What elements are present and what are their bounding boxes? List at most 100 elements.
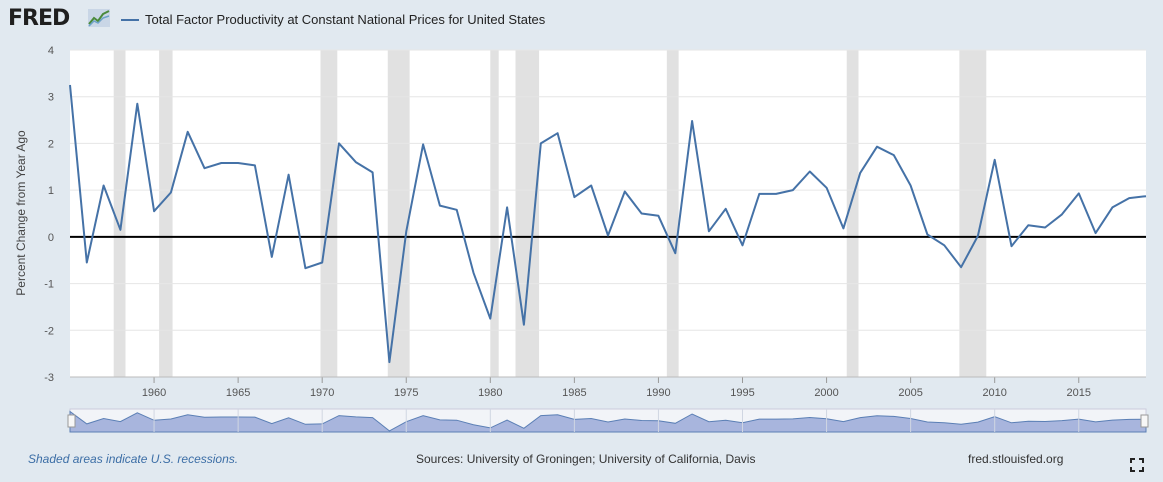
legend-swatch <box>121 18 139 21</box>
site-link[interactable]: fred.stlouisfed.org <box>968 452 1064 466</box>
data-point <box>926 233 928 235</box>
data-point <box>809 170 811 172</box>
data-point <box>909 184 911 186</box>
y-tick-label: -2 <box>44 325 54 337</box>
data-point <box>960 266 962 268</box>
data-point <box>170 191 172 193</box>
x-tick-label: 2015 <box>1067 387 1091 399</box>
line-chart: -3 -2 -1 0 1 2 3 4 1960 1965 1970 1975 1980 1985 1990 1… <box>44 45 1149 433</box>
x-tick-label: 1995 <box>730 387 754 399</box>
legend-entry[interactable]: Total Factor Productivity at Constant Na… <box>121 12 545 27</box>
data-point <box>1044 226 1046 228</box>
recession-band <box>113 50 126 377</box>
data-point <box>1078 192 1080 194</box>
recession-band <box>159 50 173 377</box>
data-point <box>220 162 222 164</box>
x-tick-label: 1970 <box>310 387 334 399</box>
data-point <box>506 206 508 208</box>
data-point <box>893 154 895 156</box>
y-tick-label: 2 <box>48 138 54 150</box>
data-point <box>287 174 289 176</box>
data-point <box>119 229 121 231</box>
x-tick-label: 2010 <box>982 387 1006 399</box>
data-point <box>1128 197 1130 199</box>
data-point <box>86 261 88 263</box>
x-tick-label: 1985 <box>562 387 586 399</box>
recession-band <box>387 50 410 377</box>
data-point <box>1145 195 1147 197</box>
data-point <box>775 193 777 195</box>
data-point <box>640 212 642 214</box>
y-tick-label: 4 <box>48 45 54 57</box>
data-point <box>153 210 155 212</box>
data-point <box>388 361 390 363</box>
data-point <box>977 235 979 237</box>
navigator-series <box>69 410 1147 433</box>
y-tick-label: 0 <box>48 232 54 244</box>
recession-note: Shaded areas indicate U.S. recessions. <box>28 452 239 466</box>
data-point <box>338 142 340 144</box>
data-point <box>472 272 474 274</box>
data-point <box>556 132 558 134</box>
data-point <box>825 187 827 189</box>
data-point <box>102 184 104 186</box>
data-point <box>792 189 794 191</box>
data-point <box>455 209 457 211</box>
y-tick-label: -1 <box>44 279 54 291</box>
data-point <box>422 143 424 145</box>
legend-label: Total Factor Productivity at Constant Na… <box>145 12 546 27</box>
data-point <box>271 256 273 258</box>
navigator-handle[interactable] <box>1140 414 1149 428</box>
series-line <box>69 84 1147 364</box>
data-point <box>741 244 743 246</box>
data-point <box>624 190 626 192</box>
data-point <box>1094 232 1096 234</box>
data-point <box>691 120 693 122</box>
fullscreen-icon[interactable] <box>1130 458 1144 472</box>
data-point <box>859 172 861 174</box>
x-tick-label: 1960 <box>142 387 166 399</box>
data-point <box>136 103 138 105</box>
x-tick-label: 1965 <box>226 387 250 399</box>
x-tick-label: 2005 <box>898 387 922 399</box>
data-point <box>1027 224 1029 226</box>
recession-band <box>490 50 499 377</box>
x-tick-label: 1980 <box>478 387 502 399</box>
data-point <box>439 204 441 206</box>
y-tick-label: 3 <box>48 92 54 104</box>
data-point <box>657 215 659 217</box>
fred-logo-graph-icon <box>88 9 110 27</box>
data-point <box>607 234 609 236</box>
data-point <box>254 164 256 166</box>
data-point <box>1061 213 1063 215</box>
data-point <box>1111 206 1113 208</box>
data-point <box>69 84 71 86</box>
data-point <box>708 230 710 232</box>
data-point <box>237 162 239 164</box>
data-point <box>523 323 525 325</box>
fred-logo[interactable]: FRED <box>8 6 70 31</box>
recession-band <box>666 50 679 377</box>
data-point <box>943 244 945 246</box>
data-point <box>371 171 373 173</box>
x-tick-label: 2000 <box>814 387 838 399</box>
sources-text: Sources: University of Groningen; Univer… <box>416 452 756 466</box>
data-point <box>203 167 205 169</box>
data-point <box>758 193 760 195</box>
data-point <box>876 145 878 147</box>
data-point <box>674 252 676 254</box>
y-tick-label: -3 <box>44 372 54 384</box>
data-point <box>186 131 188 133</box>
data-point <box>573 196 575 198</box>
data-point <box>1010 245 1012 247</box>
x-tick-label: 1990 <box>646 387 670 399</box>
data-point <box>842 227 844 229</box>
recession-band <box>846 50 859 377</box>
data-point <box>540 142 542 144</box>
data-point <box>590 184 592 186</box>
data-point <box>489 317 491 319</box>
data-point <box>304 267 306 269</box>
navigator-handle[interactable] <box>67 414 76 428</box>
chart-header: FRED Total Factor Productivity at Consta… <box>0 0 1163 40</box>
data-point <box>405 230 407 232</box>
